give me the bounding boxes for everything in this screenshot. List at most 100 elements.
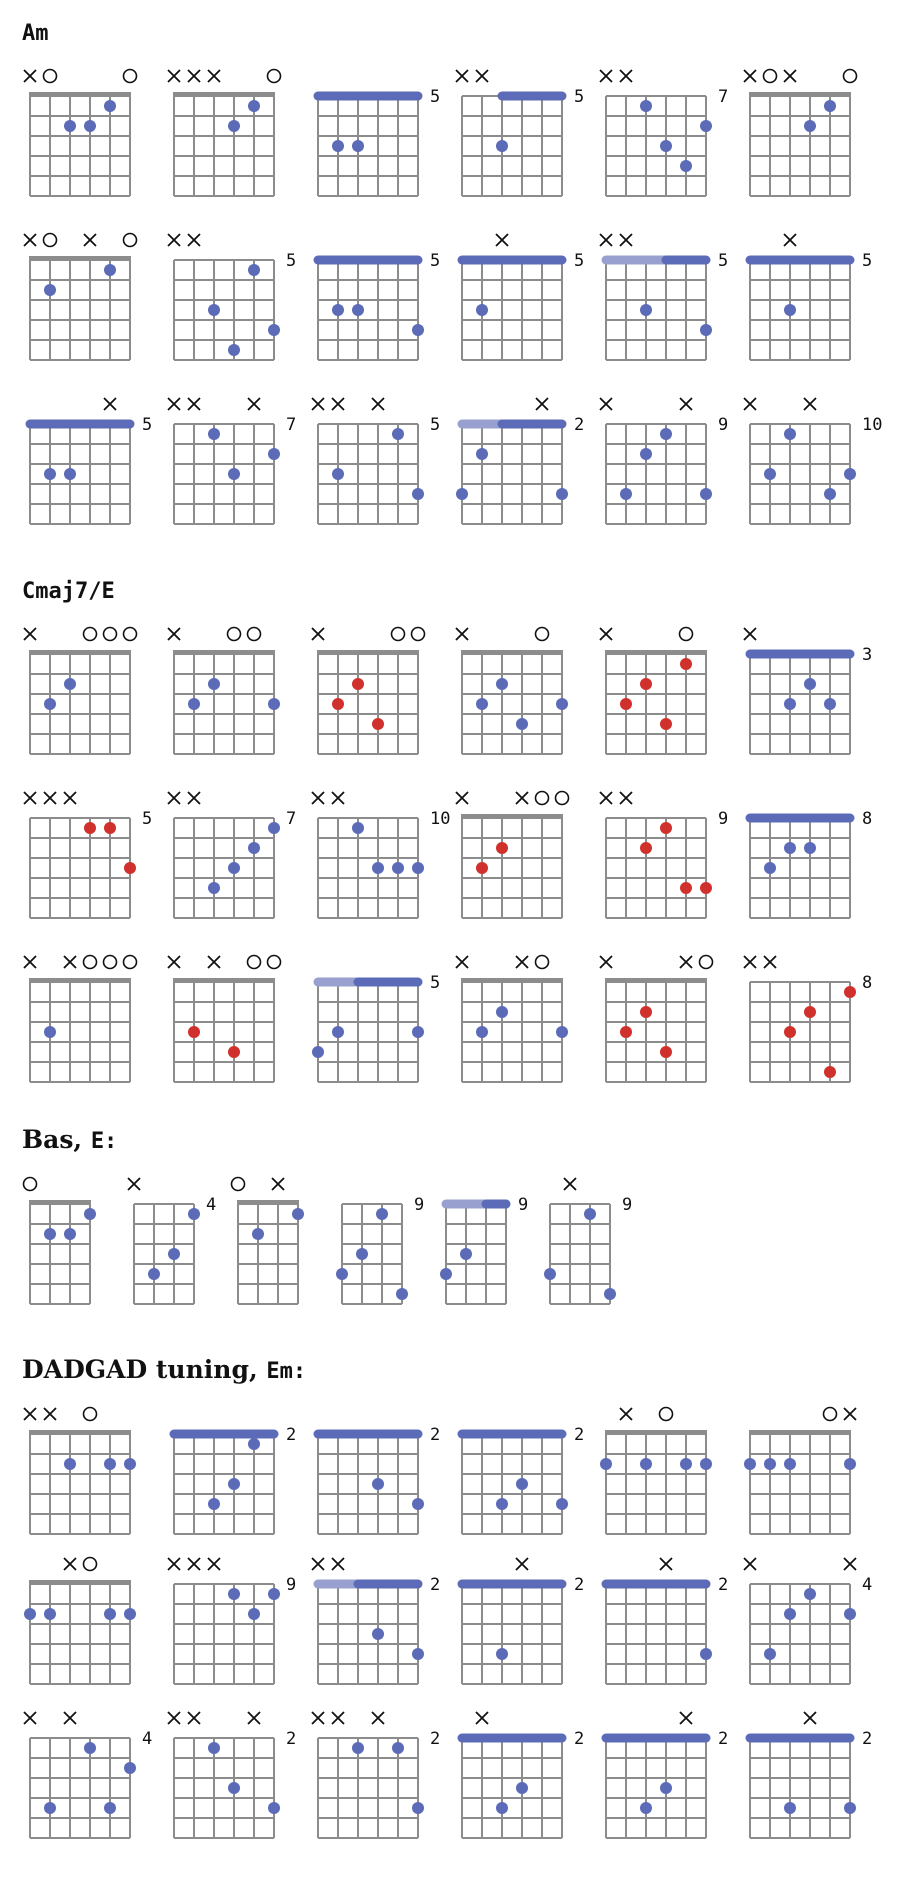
chord-diagram-s1-r1-c6-open-marker-2 [762,68,778,84]
chord-diagram-s2-r1-c4-finger-dot-3 [516,718,528,730]
chord-diagram-s4-r3-c6-finger-dot-2 [844,1802,856,1814]
chord-diagram-s4-r1-c1-finger-dot-2 [104,1458,116,1470]
chord-diagram-s3-r1-c2-mute-marker-1 [127,1177,141,1191]
chord-diagram-s1-r1-c4-mute-marker-1 [455,69,469,83]
chord-diagram-s4-r3-c2-finger-dot-1 [208,1742,220,1754]
chord-diagram-s1-r1-c2-finger-dot-2 [248,100,260,112]
chord-diagram-s4-r3-c2-mute-marker-5 [247,1711,261,1725]
chord-diagram-s2-r3-c5-finger-dot-1 [620,1026,632,1038]
chord-diagram-s1-r3-c1-mute-marker-5 [103,397,117,411]
chord-diagram-s4-r1-c4-finger-dot-1 [496,1498,508,1510]
chord-diagram-s2-r3-c6-fret-number: 8 [862,973,872,993]
chord-diagram-s1-r2-c2-finger-dot-1 [268,324,280,336]
chord-diagram-s1-r2-c1-mute-marker-4 [83,233,97,247]
chord-diagram-s4-r1-c5-nut [605,1430,707,1434]
chord-diagram-s4-r2-c1-finger-dot-4 [124,1608,136,1620]
chord-diagram-s1-r2-c5-fret-number: 5 [718,251,728,271]
chord-diagram-s3-r1-c3-open-marker-1 [230,1176,246,1192]
chord-diagram-s2-r2-c3-finger-dot-3 [392,862,404,874]
chord-diagram-s1-r1-c1-open-marker-2 [42,68,58,84]
chord-diagram-s2-r3-c2-open-marker-6 [266,954,282,970]
chord-diagram-s4-r3-c3-mute-marker-1 [311,1711,325,1725]
chord-diagram-s2-r2-c3-finger-dot-2 [372,862,384,874]
chord-diagram-s2-r3-c6-mute-marker-1 [743,955,757,969]
chord-diagram-s1-r3-c3-mute-marker-2 [331,397,345,411]
chord-diagram-s2-r2-c1-mute-marker-3 [63,791,77,805]
chord-diagram-s4-r1-c3-finger-dot-1 [372,1478,384,1490]
chord-diagram-s4-r3-c3-finger-dot-1 [352,1742,364,1754]
chord-diagram-s4-r1-c2-finger-dot-2 [248,1438,260,1450]
chord-diagram-s1-r3-c6-mute-marker-1 [743,397,757,411]
chord-diagram-s1-r1-c5-finger-dot-1 [640,100,652,112]
chord-diagram-s1-r3-c6-fret-number: 10 [862,415,882,435]
chord-diagram-s1-r1-c5-mute-marker-2 [619,69,633,83]
chord-diagram-s1-r2-c2-fret-number: 5 [286,251,296,271]
chord-diagram-s2-r3-c5-finger-dot-2 [640,1006,652,1018]
chord-diagram-s1-r1-c4-fret-number: 5 [574,87,584,107]
chord-diagram-s4-r3-c3-finger-dot-3 [412,1802,424,1814]
chord-diagram-s1-r1-c4-mute-marker-2 [475,69,489,83]
chord-diagram-s2-r1-c4-mute-marker-1 [455,627,469,641]
chord-diagram-s1-r3-c5-fret-number: 9 [718,415,728,435]
chord-diagram-s1-r3-c5-finger-dot-4 [700,488,712,500]
chord-diagram-s1-r1-c3-fret-number: 5 [430,87,440,107]
chord-diagram-s4-r1-c6-finger-dot-3 [784,1458,796,1470]
chord-diagram-s1-r1-c2-finger-dot-1 [228,120,240,132]
chord-diagram-s2-r1-c5-finger-dot-4 [680,658,692,670]
chord-diagram-s4-r3-c5-finger-dot-2 [660,1782,672,1794]
chord-diagram-s1-r1-c6-mute-marker-3 [783,69,797,83]
chord-diagram-s2-r1-c6-fret-number: 3 [862,645,872,665]
chord-diagram-s4-r1-c1-finger-dot-3 [124,1458,136,1470]
chord-diagram-s2-r3-c2-nut [173,978,275,982]
chord-diagram-s2-r2-c3-mute-marker-1 [311,791,325,805]
chord-diagram-s2-r3-c1-nut [29,978,131,982]
chord-diagram-s4-r2-c2-finger-dot-3 [268,1588,280,1600]
chord-diagram-s2-r2-c4-finger-dot-1 [476,862,488,874]
chord-diagram-s2-r2-c2-finger-dot-4 [268,822,280,834]
chord-diagram-s2-r2-c4-nut [461,814,563,818]
chord-diagram-s1-r3-c5-mute-marker-1 [599,397,613,411]
chord-diagram-s2-r1-c1-open-marker-6 [122,626,138,642]
chord-diagram-s3-r1-c6-fret-number: 9 [622,1195,632,1215]
chord-diagram-s4-r3-c2-finger-dot-3 [268,1802,280,1814]
chord-diagram-s2-r3-c6-finger-dot-4 [844,986,856,998]
chord-diagram-s4-r1-c4-finger-dot-3 [556,1498,568,1510]
chord-diagram-s4-r2-c6-fret-number: 4 [862,1575,872,1595]
chord-diagram-s2-r3-c3-finger-dot-2 [332,1026,344,1038]
chord-diagram-s2-r2-c2-mute-marker-2 [187,791,201,805]
chord-diagram-s1-r3-c2-mute-marker-1 [167,397,181,411]
chord-diagram-s2-r1-c1-open-marker-5 [102,626,118,642]
chord-diagram-s2-r1-c2-finger-dot-3 [268,698,280,710]
chord-diagram-s4-r3-c6-mute-marker-4 [803,1711,817,1725]
chord-diagram-s3-r1-c4-finger-dot-4 [396,1288,408,1300]
chord-diagram-s2-r2-c1-mute-marker-2 [43,791,57,805]
chord-diagram-s3-r1-c5-fret-number: 9 [518,1195,528,1215]
chord-diagram-s1-r3-c2-finger-dot-2 [228,468,240,480]
chord-diagram-s1-r1-c3-finger-dot-1 [332,140,344,152]
chord-diagram-s4-r3-c6-fret-number: 2 [862,1729,872,1749]
chord-diagram-s1-r3-c2-finger-dot-3 [268,448,280,460]
chord-diagram-s2-r2-c6-finger-dot-2 [784,842,796,854]
chord-diagram-s1-r3-c4-finger-dot-2 [476,448,488,460]
chord-diagram-s1-r1-c6-mute-marker-1 [743,69,757,83]
chord-diagram-s1-r3-c3-finger-dot-1 [332,468,344,480]
chord-diagram-s1-r1-c5-mute-marker-1 [599,69,613,83]
chord-diagram-s4-r1-c1-finger-dot-1 [64,1458,76,1470]
chord-diagram-s1-r3-c6-finger-dot-2 [784,428,796,440]
chord-diagram-s1-r1-c5-finger-dot-3 [680,160,692,172]
chord-diagram-s1-r2-c2-finger-dot-2 [208,304,220,316]
chord-diagram-s4-r3-c2-mute-marker-2 [187,1711,201,1725]
chord-diagram-s4-r1-c6-open-marker-5 [822,1406,838,1422]
chord-diagram-s4-r3-c4-finger-dot-1 [496,1802,508,1814]
chord-diagram-s3-r1-c1-open-marker-1 [22,1176,38,1192]
chord-diagram-s2-r3-c4-mute-marker-1 [455,955,469,969]
chord-diagram-s2-r2-c6-finger-dot-1 [764,862,776,874]
chord-diagram-s1-r2-c5-finger-dot-2 [700,324,712,336]
chord-diagram-s2-r1-c5-finger-dot-1 [620,698,632,710]
chord-diagram-s2-r3-c4-nut [461,978,563,982]
chord-diagram-s2-r3-c5-mute-marker-5 [679,955,693,969]
chord-diagram-s2-r2-c5-mute-marker-1 [599,791,613,805]
chord-diagram-s1-r1-c2-mute-marker-3 [207,69,221,83]
chord-diagram-s4-r2-c2-finger-dot-1 [228,1588,240,1600]
chord-diagram-s2-r2-c2-fret-number: 7 [286,809,296,829]
